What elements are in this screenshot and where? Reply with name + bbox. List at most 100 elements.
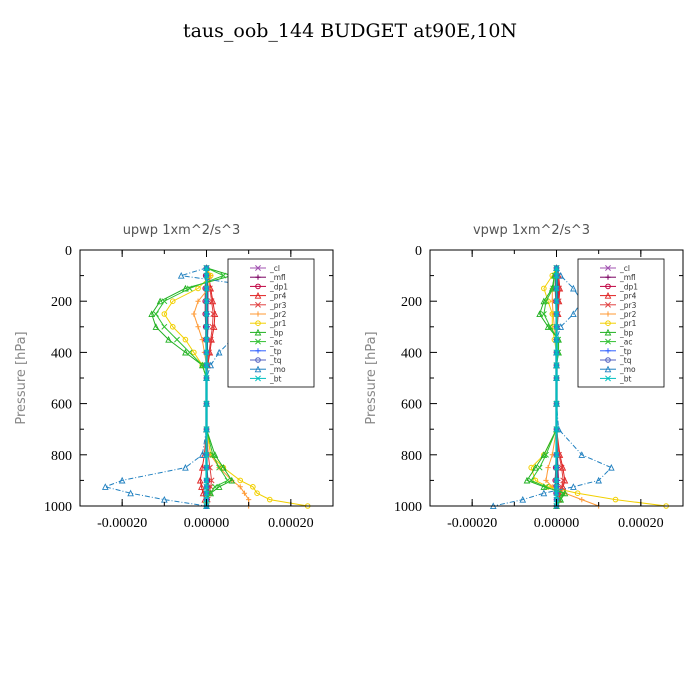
legend: _cl_mfl_dp1_pr4_pr3_pr2_pr1_bp_ac_tp_tq_… — [577, 258, 665, 388]
legend-label: _mfl — [619, 273, 636, 282]
data-point — [254, 490, 260, 497]
y-tick-label: 800 — [401, 449, 422, 464]
data-point — [161, 311, 168, 317]
legend-marker — [254, 365, 262, 373]
data-point — [209, 323, 216, 330]
chart-panel-1: upwp 1xm^2/s^3 Pressure [hPa] 0 200 400 600 80… — [14, 223, 334, 531]
x-tick-label: -0.00020 — [97, 516, 147, 531]
data-point — [203, 400, 210, 407]
chart-title: upwp 1xm^2/s^3 — [123, 223, 241, 238]
data-point — [198, 361, 206, 369]
legend-marker — [605, 274, 611, 280]
data-point — [203, 451, 210, 458]
data-point — [203, 483, 210, 490]
legend-marker — [255, 357, 261, 363]
data-point — [127, 489, 134, 497]
data-point — [557, 323, 565, 330]
data-point — [220, 272, 227, 279]
data-point — [195, 298, 201, 304]
y-tick-label: 1000 — [44, 500, 72, 515]
data-point — [209, 451, 216, 458]
data-point — [545, 465, 551, 471]
data-point — [195, 285, 201, 292]
data-point — [558, 464, 565, 471]
legend-label: _cl — [269, 264, 280, 273]
data-point — [207, 361, 215, 369]
legend-label: _dp1 — [269, 282, 288, 291]
legend-marker — [255, 311, 261, 317]
data-point — [203, 477, 210, 484]
data-point — [203, 264, 210, 271]
data-point — [540, 489, 548, 497]
legend-label: _bp — [269, 328, 284, 337]
data-point — [220, 463, 227, 471]
data-point — [203, 490, 210, 497]
legend-marker — [604, 291, 612, 299]
legend-label: _pr4 — [619, 292, 637, 301]
legend-label: _tq — [269, 356, 282, 365]
data-point — [161, 323, 168, 330]
data-point — [215, 348, 223, 356]
data-point — [203, 336, 210, 343]
data-point — [553, 311, 560, 317]
data-point — [186, 349, 193, 356]
data-point — [579, 497, 585, 503]
data-point — [543, 477, 549, 483]
data-point — [182, 336, 189, 343]
legend-label: _bp — [619, 328, 634, 337]
figure-title: taus_oob_144 BUDGET at90E,10N — [182, 20, 518, 42]
legend-box — [577, 258, 665, 388]
y-tick-label: 200 — [401, 295, 422, 310]
data-point — [558, 483, 565, 490]
legend-label: _mo — [619, 365, 636, 374]
data-point — [532, 463, 539, 471]
legend: _cl_mfl_dp1_pr4_pr3_pr2_pr1_bp_ac_tp_tq_… — [227, 258, 315, 388]
data-point — [547, 323, 554, 330]
legend-marker — [255, 283, 261, 290]
data-point — [553, 362, 560, 369]
data-point — [250, 484, 256, 490]
legend-marker — [255, 375, 261, 382]
legend-label: _dp1 — [619, 282, 638, 291]
legend-marker — [254, 291, 262, 299]
data-point — [191, 349, 197, 356]
legend-marker — [255, 301, 261, 308]
data-point — [203, 464, 210, 471]
data-point — [203, 272, 210, 279]
legend-marker — [604, 328, 612, 336]
legend-label: _ac — [619, 338, 632, 347]
data-point — [528, 464, 535, 471]
y-tick-label: 800 — [51, 449, 72, 464]
data-point — [195, 324, 201, 330]
data-point — [595, 476, 602, 484]
legend-label: _pr3 — [269, 301, 287, 310]
legend-label: _mo — [269, 365, 286, 374]
legend-marker — [605, 311, 611, 317]
data-point — [553, 490, 560, 497]
data-point — [246, 497, 252, 503]
legend-marker — [605, 301, 611, 308]
legend-label: _bt — [269, 374, 282, 383]
data-point — [208, 298, 215, 305]
legend-marker — [254, 328, 262, 336]
data-point — [203, 426, 210, 433]
data-point — [553, 272, 560, 279]
series-group — [489, 264, 669, 510]
legend-label: _pr4 — [269, 292, 287, 301]
legend-label: _pr3 — [619, 301, 637, 310]
y-tick-label: 600 — [51, 398, 72, 413]
legend-marker — [605, 283, 611, 290]
data-point — [553, 298, 560, 305]
legend-label: _mfl — [269, 273, 286, 282]
legend-marker — [255, 265, 261, 271]
data-point — [207, 490, 214, 497]
data-point — [216, 464, 223, 471]
data-point — [553, 285, 560, 292]
data-point — [152, 323, 160, 330]
data-point — [161, 298, 168, 305]
data-point — [519, 495, 527, 503]
data-point — [118, 476, 126, 484]
data-point — [198, 451, 206, 458]
legend-label: _tp — [269, 347, 282, 356]
